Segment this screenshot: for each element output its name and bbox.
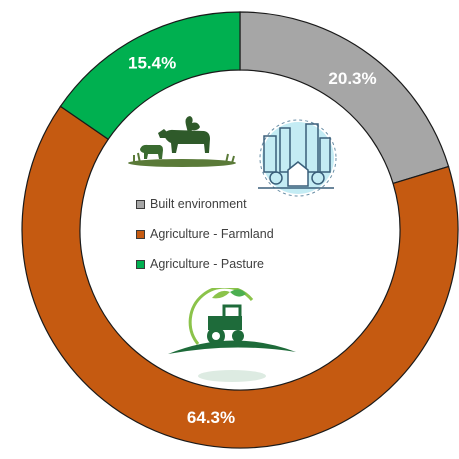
legend-item-agriculture-farmland: Agriculture - Farmland — [136, 226, 274, 242]
legend-swatch — [136, 199, 145, 209]
legend-swatch — [136, 259, 145, 269]
tractor-icon — [164, 285, 300, 384]
legend-label: Built environment — [150, 197, 247, 211]
slice-labels: 20.3% 64.3% 15.4% — [128, 54, 377, 427]
legend-label: Agriculture - Pasture — [150, 257, 264, 271]
legend-label: Agriculture - Farmland — [150, 227, 274, 241]
slice-agriculture-farmland — [21, 105, 459, 449]
city-buildings-icon — [254, 118, 338, 198]
legend-item-agriculture-pasture: Agriculture - Pasture — [136, 256, 274, 272]
slice-value-label: 15.4% — [128, 54, 176, 73]
legend-swatch — [136, 229, 145, 239]
donut-slices — [21, 11, 459, 449]
slice-value-label: 20.3% — [328, 69, 376, 88]
chart-legend: Built environment Agriculture - Farmland… — [136, 196, 274, 286]
slice-agriculture-pasture — [59, 11, 241, 141]
slice-value-label: 64.3% — [187, 408, 235, 427]
legend-item-built-environment: Built environment — [136, 196, 274, 212]
livestock-icon — [126, 113, 238, 171]
